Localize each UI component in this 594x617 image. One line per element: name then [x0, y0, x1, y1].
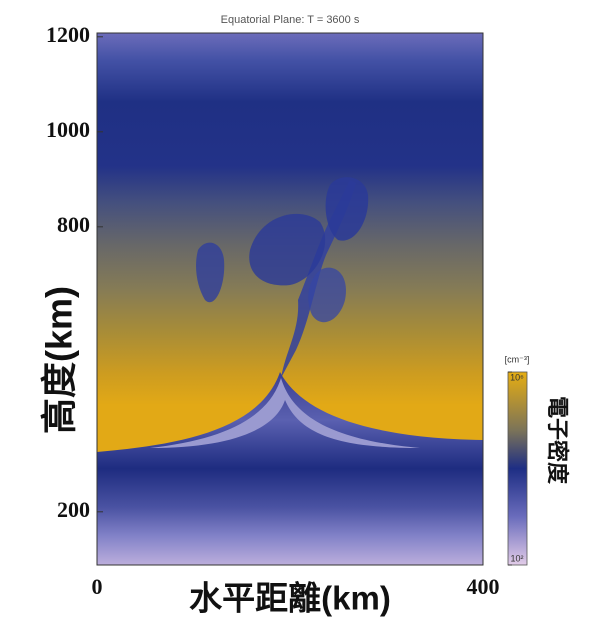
chart: Equatorial Plane: T = 3600 s 水平距離(km) 高度…: [0, 0, 594, 617]
x-tick-label: 0: [92, 574, 103, 599]
x-tick-label: 400: [467, 574, 500, 599]
density-field: [97, 33, 483, 565]
colorbar-label: 電子密度: [545, 396, 570, 485]
y-tick-label: 1200: [46, 22, 90, 47]
colorbar-units: [cm⁻³]: [505, 354, 530, 364]
colorbar-tick-label: 10⁶: [510, 372, 524, 382]
chart-title: Equatorial Plane: T = 3600 s: [221, 14, 360, 26]
colorbar-tick-label: 10²: [510, 553, 523, 563]
y-tick-label: 200: [57, 497, 90, 522]
y-axis-label: 高度(km): [39, 286, 80, 434]
x-axis-label: 水平距離(km): [189, 580, 391, 617]
y-tick-label: 1000: [46, 117, 90, 142]
colorbar: [508, 372, 527, 565]
y-tick-label: 800: [57, 212, 90, 237]
